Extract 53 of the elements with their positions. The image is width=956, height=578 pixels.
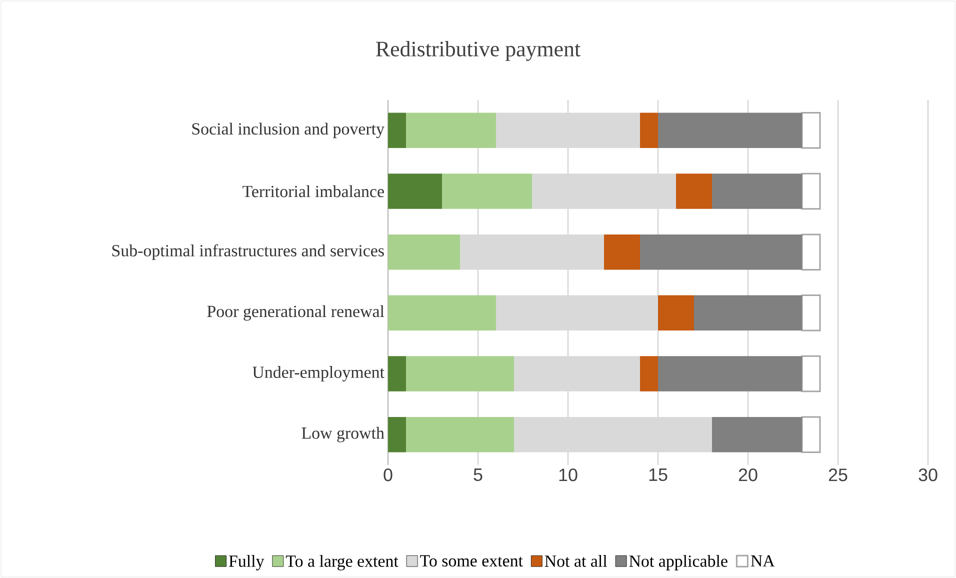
legend-label: Fully <box>228 554 264 570</box>
bar <box>496 295 658 331</box>
bar <box>676 174 712 209</box>
y-tick-label: Sub-optimal infrastructures and services <box>112 244 384 260</box>
bar <box>640 112 658 148</box>
bar <box>388 416 406 452</box>
legend-label: To some extent <box>420 555 523 567</box>
x-tick-label: 30 <box>918 468 938 482</box>
bar <box>801 416 821 453</box>
y-tick-label: Social inclusion and poverty <box>192 122 384 138</box>
bar <box>658 112 802 148</box>
bar <box>514 416 712 452</box>
bar <box>496 112 640 148</box>
x-tick-label: 25 <box>828 468 848 482</box>
bar <box>801 355 821 392</box>
legend-label: Not applicable <box>629 554 728 570</box>
bar <box>388 295 496 331</box>
y-tick-label: Under-employment <box>252 366 384 382</box>
bar <box>801 112 821 149</box>
x-tick-label: 20 <box>738 468 758 482</box>
bar <box>388 234 460 270</box>
x-tick-label: 5 <box>474 468 482 482</box>
bar <box>406 112 496 148</box>
bar <box>801 234 821 270</box>
bar <box>658 295 694 331</box>
bar <box>388 174 442 209</box>
bar <box>712 174 802 209</box>
bar <box>532 174 676 209</box>
bar <box>388 356 406 392</box>
bar <box>658 356 802 392</box>
bar <box>640 234 802 270</box>
y-tick-label: Poor generational renewal <box>207 305 384 321</box>
bar <box>406 356 514 392</box>
x-tick-label: 15 <box>649 468 668 482</box>
bar <box>406 416 514 452</box>
bar <box>712 416 802 452</box>
legend-label: Not at all <box>544 554 608 567</box>
bar <box>604 234 640 270</box>
bar <box>388 112 406 148</box>
legend-label: To a large extent <box>286 554 398 570</box>
bar <box>640 356 658 392</box>
bar <box>460 234 604 270</box>
bar <box>801 172 821 210</box>
y-tick-label: Low growth <box>302 426 384 442</box>
x-tick-label: 10 <box>559 468 578 482</box>
x-tick-label: 0 <box>384 468 392 482</box>
legend-label: NA <box>750 555 775 566</box>
bar <box>801 294 821 332</box>
y-tick-label: Territorial imbalance <box>242 185 384 198</box>
bar <box>442 174 532 209</box>
chart-title: Redistributive payment <box>376 41 580 61</box>
bar <box>694 295 802 331</box>
bar <box>514 356 640 392</box>
